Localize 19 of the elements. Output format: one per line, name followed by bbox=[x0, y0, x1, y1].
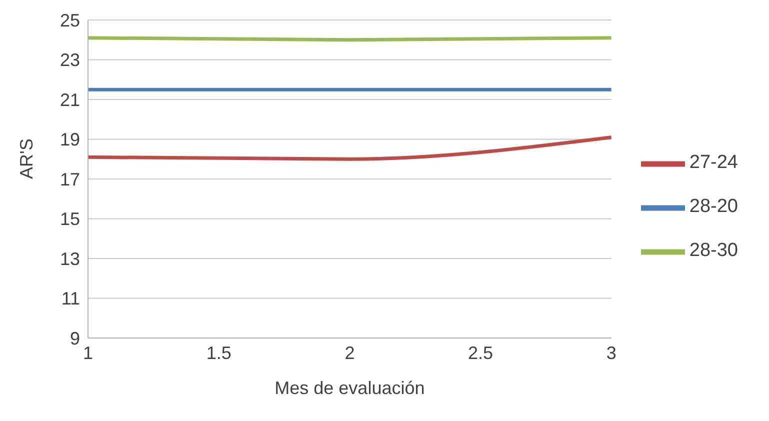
y-tick-label: 19 bbox=[60, 130, 80, 150]
legend-label: 28-30 bbox=[689, 240, 738, 262]
y-tick-label: 11 bbox=[61, 288, 80, 309]
x-tick-label: 1.5 bbox=[206, 342, 232, 363]
x-tick-label: 1 bbox=[82, 342, 94, 363]
x-axis-title: Mes de evaluación bbox=[274, 378, 425, 398]
y-tick-label: 9 bbox=[70, 328, 80, 348]
y-tick-label: 25 bbox=[60, 10, 80, 30]
x-tick-label: 2 bbox=[344, 342, 355, 363]
y-tick-label: 21 bbox=[60, 90, 80, 110]
y-tick-label: 17 bbox=[60, 169, 80, 190]
x-tick-label: 3 bbox=[606, 342, 616, 363]
y-tick-label: 15 bbox=[60, 209, 80, 230]
legend-label: 27-24 bbox=[689, 152, 738, 174]
x-tick-label: 2.5 bbox=[468, 342, 494, 363]
y-tick-label: 23 bbox=[60, 50, 80, 70]
y-tick-label: 13 bbox=[60, 248, 80, 269]
y-axis-title: AR'S bbox=[16, 138, 36, 179]
legend-label: 28-20 bbox=[689, 196, 738, 218]
